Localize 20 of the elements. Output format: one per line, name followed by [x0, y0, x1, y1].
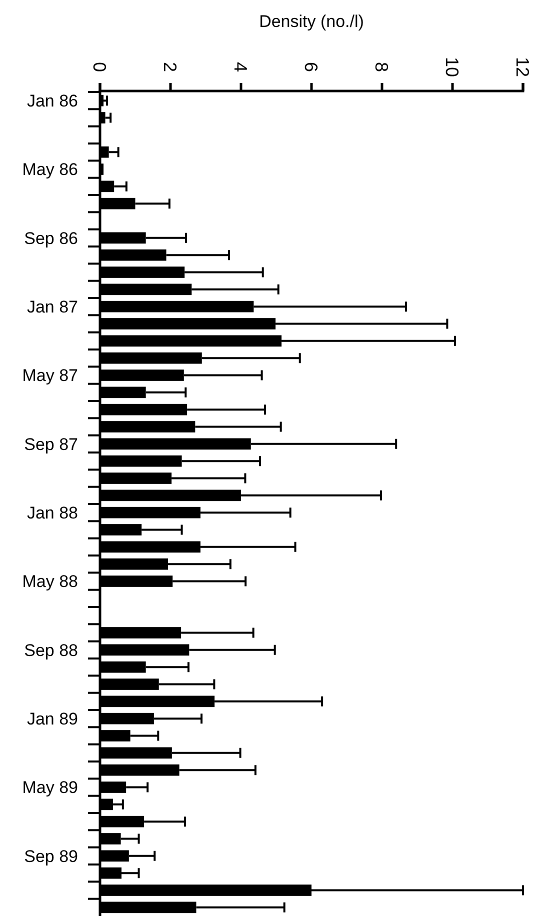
y-tick-label: Sep 87: [24, 434, 78, 454]
x-tick-label: 0: [90, 62, 110, 72]
y-tick-label: May 87: [22, 366, 78, 386]
x-tick-label: 8: [372, 62, 392, 72]
y-tick-label: Jan 86: [26, 92, 78, 111]
y-tick-label: May 88: [22, 572, 78, 592]
y-tick-label: May 89: [22, 778, 78, 798]
x-tick-label: 2: [160, 62, 180, 72]
x-tick-label: 4: [230, 62, 251, 72]
x-axis-title: Density (no./l): [259, 12, 364, 31]
x-tick-label: 6: [301, 62, 322, 72]
x-tick-label: 10: [442, 56, 462, 78]
y-tick-label: Jan 88: [26, 504, 78, 523]
y-tick-label: Sep 88: [24, 640, 78, 660]
y-tick-label: May 86: [22, 160, 78, 180]
y-tick-label: Jan 87: [26, 298, 78, 317]
y-tick-label: Sep 89: [24, 846, 78, 866]
x-tick-label: 12: [512, 56, 533, 78]
y-tick-label: Sep 86: [24, 228, 78, 248]
y-tick-label: Jan 89: [26, 710, 78, 729]
